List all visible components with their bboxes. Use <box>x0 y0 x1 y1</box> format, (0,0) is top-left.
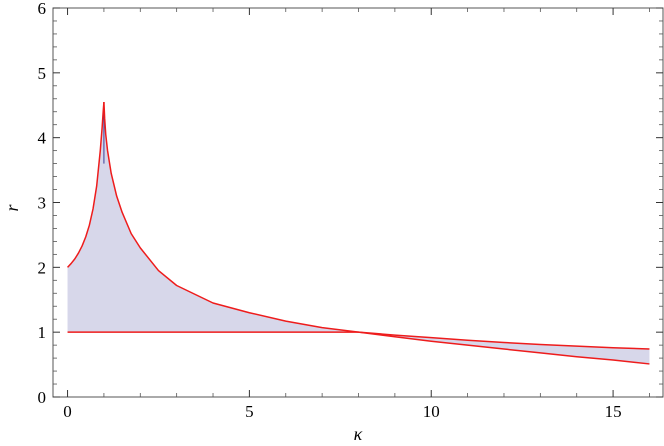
y-tick-label: 0 <box>38 388 47 407</box>
y-tick-label: 2 <box>38 258 47 277</box>
plot-frame <box>52 7 664 398</box>
x-axis-title: κ <box>354 424 363 444</box>
y-axis-title: r <box>2 204 22 212</box>
y-tick-label: 1 <box>38 323 47 342</box>
series-line-upper-left-branch <box>67 101 105 268</box>
x-tick-label: 0 <box>63 402 72 421</box>
x-tick-label: 10 <box>423 402 440 421</box>
series-line-lower-curve <box>67 331 650 350</box>
y-tick-label: 4 <box>38 129 47 148</box>
y-tick-label: 5 <box>38 64 47 83</box>
frame-rect <box>52 7 664 398</box>
axis-ticks: 0 5 10 15 0 1 2 3 4 5 6 <box>38 0 663 421</box>
x-tick-label: 5 <box>245 402 254 421</box>
series-line-upper-right-branch <box>103 101 650 365</box>
shaded-region <box>67 102 650 364</box>
y-tick-label: 6 <box>38 0 47 18</box>
x-tick-label: 15 <box>605 402 622 421</box>
y-tick-label: 3 <box>38 194 47 213</box>
plot-area <box>67 101 650 365</box>
